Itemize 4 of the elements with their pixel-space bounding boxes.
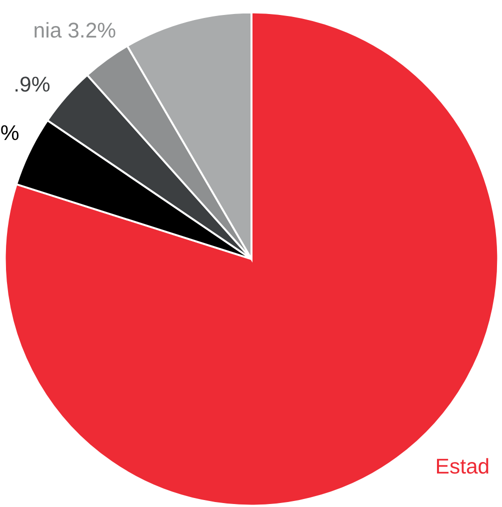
slice-label: nia 3.2% — [33, 18, 116, 42]
slice-label: .9% — [14, 72, 50, 97]
slice-label: % — [0, 121, 20, 146]
slice-label: Estad — [435, 454, 490, 479]
